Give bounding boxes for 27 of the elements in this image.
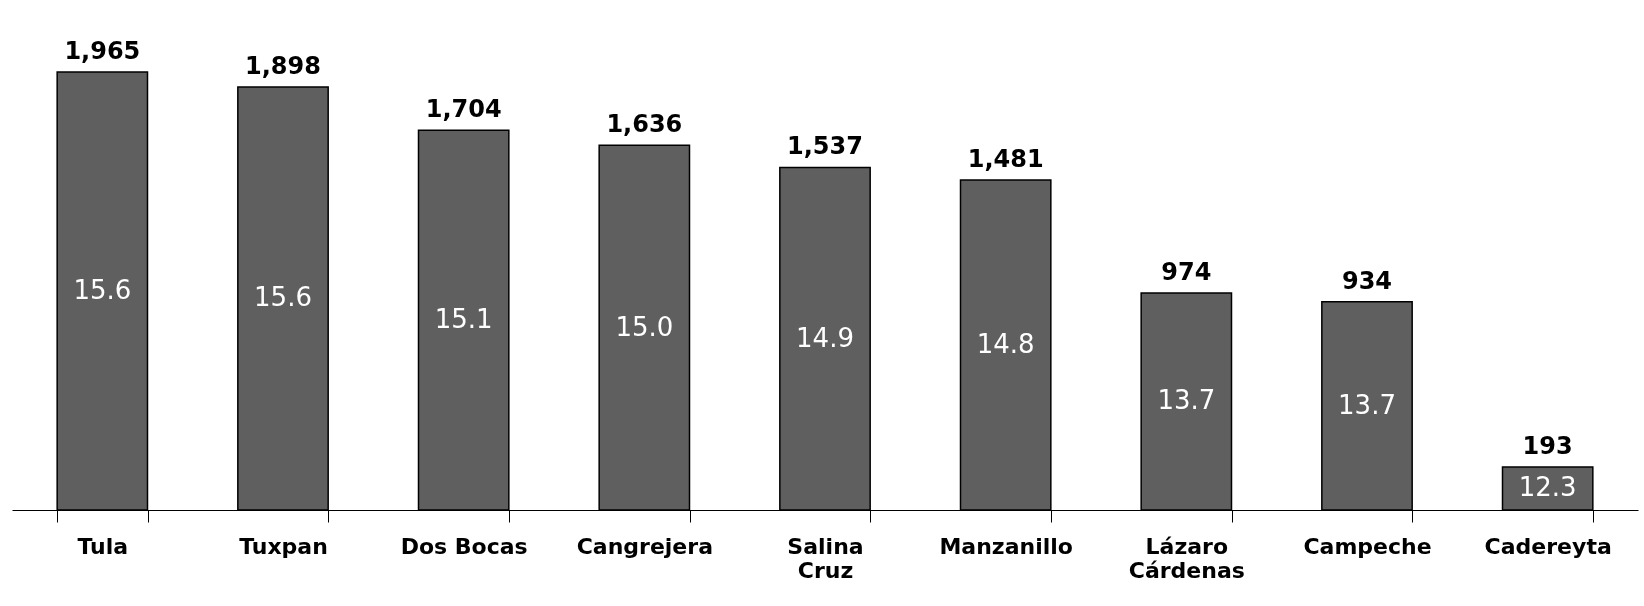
annotation: 15.6: [73, 275, 132, 305]
data-label: 193: [1522, 431, 1573, 460]
data-label: 1,636: [606, 110, 683, 139]
x-tick-label: Cangrejera: [576, 533, 714, 559]
annotation: 15.0: [615, 311, 674, 342]
x-tick-label: Dos Bocas: [400, 533, 528, 559]
x-tick-label: Lázaro Cárdenas: [1128, 533, 1245, 583]
annotation: 15.1: [434, 304, 493, 335]
annotation: 12.3: [1518, 472, 1577, 503]
data-label: 1,704: [425, 95, 502, 124]
annotation: 14.9: [796, 322, 854, 353]
x-tick-label: Cadereyta: [1484, 533, 1612, 559]
data-label: 1,965: [64, 37, 141, 65]
data-label: 974: [1161, 257, 1212, 286]
x-tick-label: Campeche: [1303, 533, 1432, 559]
annotation: 14.8: [976, 328, 1035, 359]
data-label: 1,537: [787, 132, 863, 161]
x-tick-label: Salina Cruz: [787, 533, 864, 583]
x-tick-label: Manzanillo: [939, 533, 1073, 559]
x-tick-label: Tula: [77, 533, 129, 559]
x-tick-label: Tuxpan: [239, 533, 328, 559]
data-label: 1,481: [967, 144, 1044, 173]
data-label: 934: [1341, 266, 1393, 295]
annotation: 13.7: [1157, 385, 1216, 416]
annotation: 13.7: [1338, 389, 1396, 420]
annotation: 15.6: [254, 282, 312, 313]
data-label: 1,898: [245, 51, 321, 80]
